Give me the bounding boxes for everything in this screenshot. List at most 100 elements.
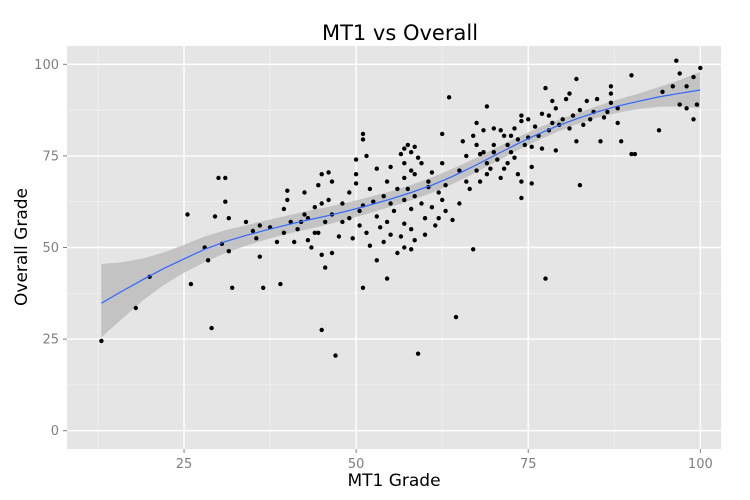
data-point [515, 137, 521, 142]
data-point [243, 219, 249, 225]
data-point [632, 151, 638, 157]
data-point [357, 208, 362, 214]
data-point [508, 133, 514, 138]
data-point [446, 95, 452, 100]
data-point [329, 179, 335, 184]
data-point [374, 258, 379, 263]
data-point [323, 219, 328, 225]
data-point [429, 205, 435, 210]
data-point [508, 150, 514, 155]
data-point [281, 230, 287, 235]
data-point [429, 170, 435, 175]
data-point [495, 157, 500, 162]
data-point [440, 131, 445, 137]
data-point [519, 113, 524, 118]
data-point [340, 219, 345, 225]
data-point [402, 146, 407, 151]
data-point [608, 84, 614, 89]
data-point [546, 113, 552, 118]
data-point [254, 236, 259, 241]
data-point [574, 139, 579, 144]
data-point [474, 168, 479, 173]
data-point [584, 98, 589, 104]
data-point [670, 84, 675, 89]
data-point [543, 276, 548, 281]
data-point [440, 161, 445, 166]
data-point [629, 151, 634, 157]
data-point [539, 111, 545, 117]
data-point [285, 188, 290, 193]
data-point [605, 109, 610, 115]
data-points-layer [99, 58, 703, 358]
data-point [529, 144, 534, 149]
data-point [501, 133, 507, 138]
data-point [550, 120, 555, 126]
data-point [388, 164, 393, 170]
data-point [281, 206, 287, 212]
data-point [515, 172, 521, 177]
data-point [684, 106, 689, 111]
data-point [563, 96, 569, 102]
data-point [498, 128, 503, 133]
data-point [615, 106, 620, 111]
data-point [347, 190, 352, 195]
smooth-line-layer [101, 89, 701, 304]
y-tick-label: 25 [42, 333, 59, 348]
data-point [409, 150, 414, 155]
data-point [464, 179, 469, 184]
data-point [419, 161, 424, 166]
data-point [608, 100, 614, 106]
data-point [305, 238, 311, 243]
data-point [698, 65, 703, 71]
data-point [412, 172, 417, 177]
data-point [367, 243, 373, 248]
data-point [440, 197, 445, 203]
y-tick-label: 75 [42, 149, 59, 164]
data-point [484, 172, 490, 177]
data-point [481, 128, 486, 133]
data-point [519, 118, 524, 124]
data-point [474, 142, 479, 148]
data-point [302, 190, 307, 195]
data-point [529, 181, 534, 186]
data-point [388, 232, 393, 237]
x-axis-title: MT1 Grade [347, 471, 440, 491]
data-point [347, 216, 352, 221]
data-point [319, 172, 324, 177]
data-point [391, 208, 397, 214]
x-tick-label: 25 [176, 457, 193, 472]
data-point [319, 252, 324, 257]
data-point [433, 223, 438, 228]
chart-title: MT1 vs Overall [322, 21, 478, 45]
data-point [364, 153, 369, 159]
x-tick-label: 100 [688, 457, 713, 472]
data-point [409, 247, 414, 252]
data-point [471, 247, 476, 252]
data-point [691, 74, 696, 80]
data-point [288, 219, 293, 225]
data-point [409, 168, 414, 173]
data-point [360, 137, 366, 142]
data-point [457, 201, 462, 206]
data-point [615, 120, 620, 126]
data-point [133, 305, 138, 311]
data-point [512, 126, 517, 131]
data-point [326, 197, 331, 203]
data-point [498, 175, 503, 181]
data-point [598, 139, 603, 144]
data-point [674, 58, 679, 63]
data-point [333, 353, 338, 358]
data-point [422, 232, 428, 237]
data-point [412, 238, 417, 243]
data-point [316, 230, 321, 235]
y-tick-label: 100 [34, 58, 59, 73]
data-point [226, 249, 231, 254]
data-point [261, 285, 266, 290]
confidence-band-layer [101, 71, 701, 338]
data-point [460, 139, 465, 144]
data-point [577, 107, 583, 113]
data-point [398, 151, 404, 157]
data-point [474, 120, 479, 126]
data-point [481, 150, 486, 155]
